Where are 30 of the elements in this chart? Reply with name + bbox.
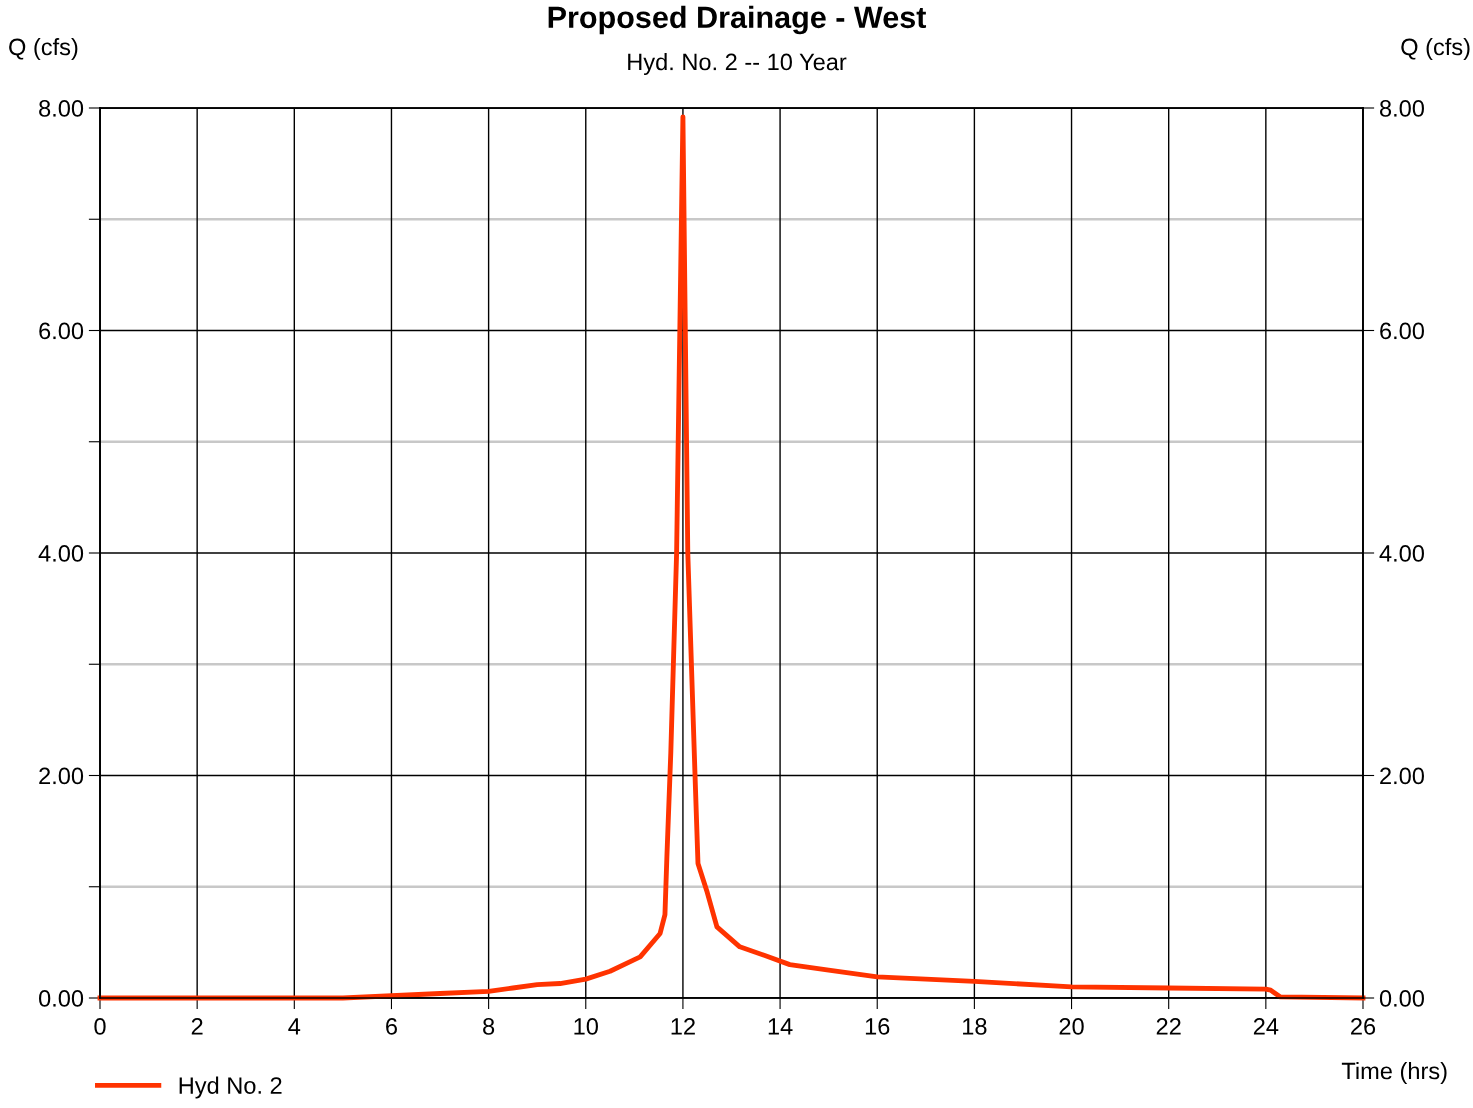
y-tick-label: 6.00 <box>39 322 84 340</box>
x-tick-label: 2 <box>191 1018 203 1035</box>
x-tick-label: 16 <box>865 1018 890 1035</box>
chart-title: Proposed Drainage - West <box>548 5 927 35</box>
x-tick-label: 12 <box>671 1018 695 1035</box>
y2-tick-label: 8.00 <box>1380 100 1424 117</box>
y2-tick-label: 0.00 <box>1379 990 1424 1007</box>
x-tick-label: 0 <box>94 1018 106 1035</box>
x-tick-label: 14 <box>768 1018 793 1035</box>
y-tick-label: 2.00 <box>39 767 84 785</box>
y2-tick-label: 6.00 <box>1380 322 1424 340</box>
x-tick-label: 8 <box>483 1018 495 1035</box>
legend-label: Hyd No. 2 <box>179 1076 282 1099</box>
x-tick-label: 10 <box>574 1018 598 1035</box>
x-tick-label: 6 <box>386 1018 397 1035</box>
y-tick-label: 8.00 <box>39 100 84 117</box>
y-axis-title: Q (cfs) <box>9 38 78 60</box>
y-tick-label: 4.00 <box>38 545 84 562</box>
x-tick-label: 22 <box>1156 1018 1181 1035</box>
y2-tick-label: 2.00 <box>1380 767 1424 785</box>
y2-tick-label: 4.00 <box>1379 545 1424 562</box>
x-tick-label: 4 <box>288 1018 301 1035</box>
y-tick-label: 0.00 <box>39 990 84 1007</box>
y2-axis-title: Q (cfs) <box>1401 38 1470 60</box>
x-axis-title: Time (hrs) <box>1341 1061 1447 1084</box>
x-tick-label: 24 <box>1253 1018 1279 1035</box>
x-tick-label: 20 <box>1059 1018 1084 1035</box>
chart-subtitle: Hyd. No. 2 -- 10 Year <box>628 53 847 76</box>
x-tick-label: 18 <box>963 1018 987 1035</box>
x-tick-label: 26 <box>1351 1018 1376 1035</box>
